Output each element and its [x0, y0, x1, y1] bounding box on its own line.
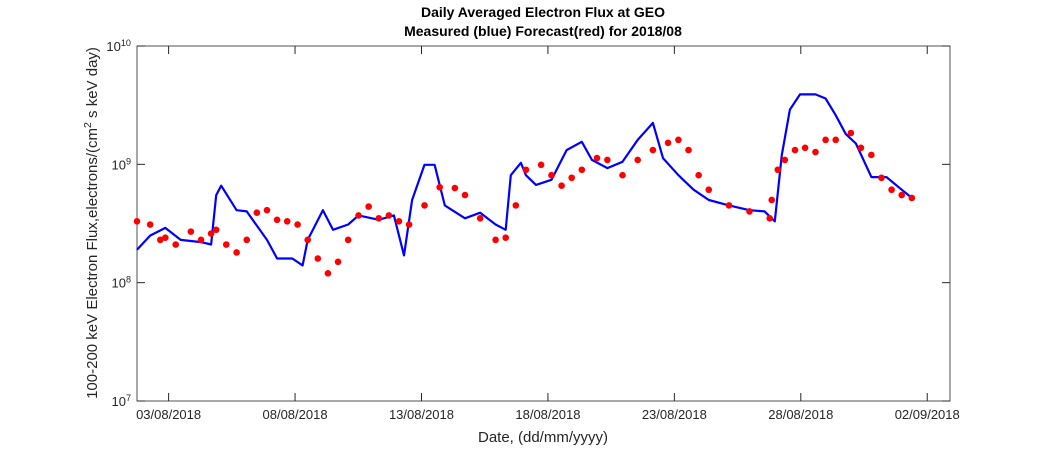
- data-point: [878, 174, 885, 182]
- chart-subtitle: Measured (blue) Forecast(red) for 2018/0…: [404, 23, 682, 39]
- data-point: [868, 151, 875, 159]
- data-point: [548, 171, 555, 179]
- data-point: [768, 196, 776, 204]
- data-point: [375, 214, 383, 222]
- data-point: [558, 182, 565, 189]
- x-axis-label: Date, (dd/mm/yyyy): [478, 429, 608, 446]
- data-point: [766, 214, 773, 222]
- data-point: [746, 208, 753, 215]
- data-point: [512, 202, 520, 209]
- data-point: [365, 203, 372, 210]
- data-point: [263, 206, 271, 214]
- data-point: [324, 269, 332, 277]
- data-point: [522, 166, 530, 174]
- data-point: [685, 146, 692, 154]
- data-point: [273, 216, 281, 224]
- data-point: [212, 226, 220, 234]
- data-point: [502, 234, 509, 241]
- x-tick-label: 18/08/2018: [515, 407, 580, 422]
- data-point: [334, 258, 342, 266]
- data-point: [695, 171, 702, 179]
- data-point: [649, 146, 657, 154]
- data-point: [537, 161, 545, 169]
- data-point: [634, 156, 641, 164]
- data-point: [405, 221, 413, 228]
- data-point: [146, 221, 154, 228]
- data-point: [385, 212, 393, 219]
- y-axis-label: 100-200 keV Electron Flux,electrons/(cm2…: [82, 47, 101, 399]
- x-tick-label: 03/08/2018: [136, 407, 201, 422]
- data-point: [207, 230, 215, 237]
- data-point: [233, 249, 240, 256]
- data-point: [421, 202, 428, 209]
- data-point: [253, 209, 261, 217]
- x-tick-label: 28/08/2018: [768, 407, 833, 422]
- data-point: [908, 194, 916, 202]
- x-tick-label: 13/08/2018: [389, 407, 454, 422]
- chart-title: Daily Averaged Electron Flux at GEO: [421, 4, 665, 20]
- data-point: [857, 144, 865, 152]
- x-tick-label: 08/08/2018: [263, 407, 328, 422]
- data-point: [604, 156, 611, 164]
- data-point: [822, 136, 829, 144]
- x-tick-label: 02/09/2018: [895, 407, 960, 422]
- data-point: [593, 154, 601, 162]
- data-point: [476, 214, 484, 222]
- data-point: [791, 146, 799, 154]
- data-point: [725, 202, 733, 209]
- data-point: [847, 129, 855, 137]
- data-point: [664, 139, 672, 147]
- data-point: [568, 174, 575, 182]
- data-point: [774, 166, 782, 174]
- data-point: [187, 228, 195, 235]
- data-point: [801, 144, 809, 152]
- data-point: [675, 136, 682, 144]
- data-point: [461, 191, 469, 199]
- data-point: [578, 166, 586, 174]
- data-point: [451, 184, 459, 192]
- data-point: [222, 241, 230, 248]
- data-point: [619, 171, 626, 179]
- data-point: [133, 218, 141, 225]
- data-point: [162, 234, 169, 241]
- data-point: [888, 186, 895, 194]
- data-point: [492, 236, 499, 244]
- data-point: [832, 136, 839, 144]
- data-point: [283, 218, 291, 225]
- data-point: [812, 148, 819, 156]
- data-point: [705, 186, 713, 194]
- data-point: [304, 236, 311, 244]
- data-point: [395, 218, 403, 225]
- data-point: [898, 191, 906, 199]
- data-point: [781, 156, 789, 164]
- data-point: [314, 255, 322, 262]
- data-point: [344, 236, 352, 244]
- data-point: [172, 241, 179, 248]
- data-line: [136, 93, 913, 267]
- data-point: [294, 221, 301, 228]
- data-point: [243, 236, 251, 244]
- data-point: [156, 236, 164, 244]
- data-point: [197, 236, 205, 244]
- x-tick-label: 23/08/2018: [642, 407, 707, 422]
- data-point: [436, 183, 443, 191]
- data-point: [355, 212, 362, 219]
